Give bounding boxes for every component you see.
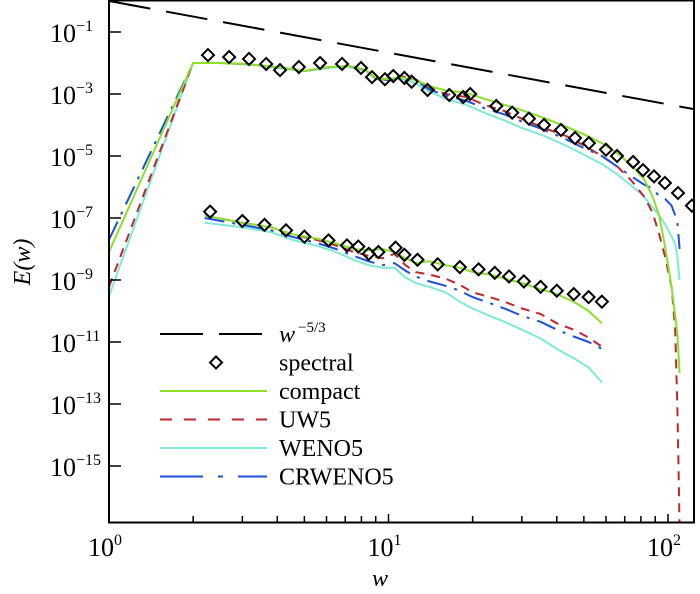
x-axis: 100 101 102 xyxy=(88,514,681,562)
series-spectral-point xyxy=(364,69,380,85)
series-spectral-point xyxy=(567,130,583,146)
series-spectral-point xyxy=(635,162,651,178)
inset-weno5-shifted-line xyxy=(204,221,603,383)
series-weno5-line xyxy=(109,62,681,297)
series-spectral-point xyxy=(670,185,686,201)
legend-marker xyxy=(208,355,224,370)
plot-frame xyxy=(108,0,695,524)
series-spectral-point xyxy=(404,74,420,90)
x-axis-title: w xyxy=(372,566,388,592)
y-tick-label: 10−9 xyxy=(50,266,93,296)
inset-spectral-shifted-markers xyxy=(202,204,610,310)
series-compact-line xyxy=(109,62,681,374)
legend-item-spectral: spectral xyxy=(208,351,354,377)
legend-label: WENO5 xyxy=(279,436,363,462)
series-spectral-point xyxy=(258,56,274,72)
series-spectral-point xyxy=(312,55,328,71)
inset-spectral-shifted-point xyxy=(549,283,565,299)
inset-spectral-shifted-point xyxy=(452,259,468,275)
inset-crweno5-shifted-line xyxy=(204,217,603,350)
y-axis-title: E(w) xyxy=(10,239,36,287)
series-spectral-point xyxy=(521,111,537,127)
inset-spectral-shifted-point xyxy=(594,294,610,310)
legend-label: compact xyxy=(279,379,361,405)
inset-spectral-shifted-point xyxy=(257,217,272,233)
series-spectral-point xyxy=(581,135,597,151)
x-tick-label: 100 xyxy=(88,532,122,562)
series-w-5-3-line xyxy=(109,0,694,111)
y-axis: 10−1 10−3 10−5 10−7 10−9 10−11 10−13 10−15 xyxy=(50,18,121,482)
series-spectral-point xyxy=(353,60,369,76)
series-spectral-point xyxy=(625,154,641,170)
series-spectral-point xyxy=(385,68,401,84)
inset-spectral-shifted-point xyxy=(388,240,403,256)
inset-spectral-shifted-point xyxy=(234,213,250,229)
series-spectral-point xyxy=(684,198,694,214)
x-tick-label: 101 xyxy=(368,532,402,562)
legend-label: UW5 xyxy=(279,408,331,434)
series-spectral-point xyxy=(598,142,614,158)
series-uw5-line xyxy=(109,62,681,523)
legend-item-uw5: UW5 xyxy=(160,408,331,434)
inset-spectral-shifted-point xyxy=(296,229,312,245)
inset-spectral-shifted-point xyxy=(339,238,355,253)
y-tick-label: 10−7 xyxy=(50,204,93,234)
series-spectral-point xyxy=(504,105,520,121)
inset-spectral-shifted-point xyxy=(202,204,218,220)
series-spectral-point xyxy=(334,56,350,72)
y-tick-label: 10−13 xyxy=(50,390,101,420)
y-tick-label: 10−11 xyxy=(50,328,100,358)
inset-spectral-shifted-point xyxy=(533,279,548,295)
legend-label: CRWENO5 xyxy=(279,465,394,491)
series-spectral-point xyxy=(553,122,569,138)
series-spectral-point xyxy=(291,59,307,75)
series-spectral-point xyxy=(609,148,625,164)
series-spectral-point xyxy=(536,117,552,133)
y-tick-label: 10−5 xyxy=(50,142,93,172)
series-spectral-point xyxy=(441,87,457,103)
legend-item-crweno5: CRWENO5 xyxy=(160,465,394,491)
x-tick-label: 102 xyxy=(647,532,681,562)
series-spectral-point xyxy=(420,82,436,98)
y-tick-label: 10−1 xyxy=(50,18,93,48)
legend-label: spectral xyxy=(279,351,354,377)
legend-item-weno5: WENO5 xyxy=(160,436,363,462)
inset-spectral-shifted-point xyxy=(350,239,366,254)
inset-spectral-shifted-point xyxy=(410,252,425,268)
inset-spectral-shifted-point xyxy=(566,286,582,302)
series-spectral-point xyxy=(272,62,288,78)
series-spectral-point xyxy=(241,51,257,67)
y-tick-label: 10−3 xyxy=(50,80,93,110)
inset-spectral-shifted-point xyxy=(370,244,386,260)
y-tick-label: 10−15 xyxy=(50,452,101,482)
series-spectral-markers xyxy=(200,47,694,214)
inset-spectral-shifted-point xyxy=(396,247,412,263)
series-spectral-point xyxy=(221,49,237,65)
series-spectral-point xyxy=(488,98,504,114)
inset-uw5-shifted-line xyxy=(204,214,603,348)
series-spectral-point xyxy=(646,168,662,184)
inset-spectral-shifted-point xyxy=(487,265,503,281)
series-spectral-point xyxy=(462,86,478,102)
legend-item-compact: compact xyxy=(160,379,361,405)
inset-spectral-shifted-point xyxy=(581,289,597,305)
series-spectral-point xyxy=(200,47,216,63)
inset-spectral-shifted-point xyxy=(516,274,532,289)
series-spectral-point xyxy=(455,89,471,105)
inset-spectral-shifted-point xyxy=(321,232,336,248)
inset-spectral-shifted-point xyxy=(278,222,294,238)
legend-label: w −5/3 xyxy=(279,320,326,348)
series-spectral-point xyxy=(396,70,412,86)
inset-spectral-shifted-point xyxy=(501,269,517,284)
inset-spectral-shifted-point xyxy=(471,261,486,277)
legend-item-w-5-3: w −5/3 xyxy=(160,320,326,348)
series-spectral-point xyxy=(657,175,673,191)
inset-spectral-shifted-point xyxy=(430,256,446,272)
